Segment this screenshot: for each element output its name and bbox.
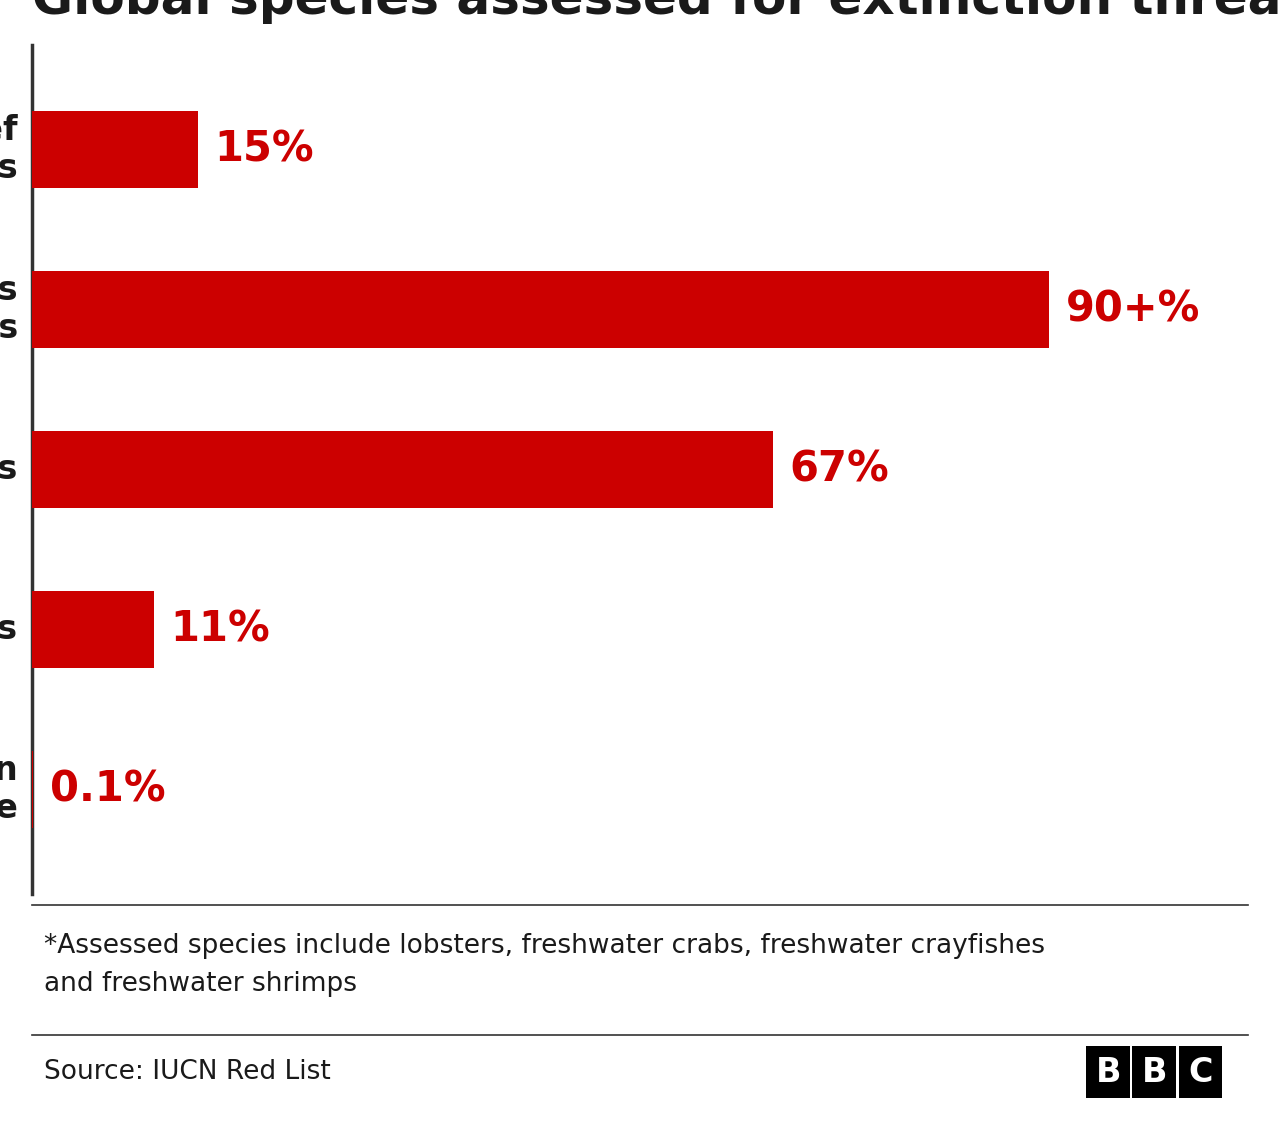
Text: B: B — [1142, 1055, 1167, 1089]
Text: Global species assessed for extinction threat: Global species assessed for extinction t… — [32, 0, 1280, 25]
Text: *Assessed species include lobsters, freshwater crabs, freshwater crayfishes
and : *Assessed species include lobsters, fres… — [44, 933, 1046, 997]
Bar — [32, 271, 1050, 348]
Text: Source: IUCN Red List: Source: IUCN Red List — [44, 1060, 332, 1085]
Text: 0.1%: 0.1% — [50, 769, 165, 811]
Text: 15%: 15% — [215, 128, 314, 170]
Text: 11%: 11% — [170, 608, 270, 651]
Text: B: B — [1096, 1055, 1121, 1089]
Text: 67%: 67% — [790, 448, 890, 491]
Text: 90+%: 90+% — [1065, 288, 1199, 330]
Text: C: C — [1188, 1055, 1213, 1089]
Bar — [32, 591, 154, 668]
Bar — [32, 431, 773, 508]
Bar — [32, 110, 198, 188]
